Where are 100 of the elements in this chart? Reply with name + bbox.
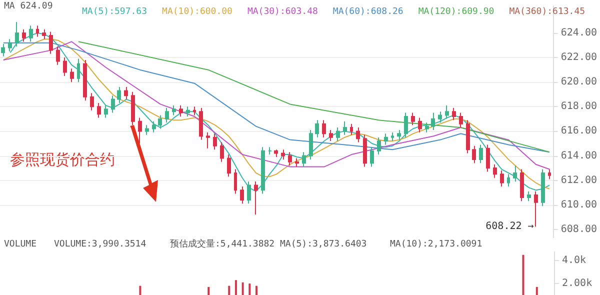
candlestick <box>520 168 524 202</box>
y-tick-label: 608.00 <box>560 224 597 235</box>
candlestick <box>83 60 87 102</box>
candlestick <box>90 92 94 111</box>
candlestick <box>63 57 67 76</box>
candlestick <box>438 111 442 124</box>
candlestick <box>418 117 422 133</box>
text: MA(5):3,873.6403 <box>280 240 367 250</box>
candlestick <box>152 120 156 133</box>
candlestick <box>268 146 272 156</box>
y-tick-label: 618.00 <box>560 101 597 112</box>
candlestick <box>234 168 237 194</box>
candlestick <box>138 117 142 144</box>
candlestick <box>117 86 121 104</box>
candlestick <box>1 44 5 57</box>
candlestick <box>384 133 388 146</box>
candlestick <box>377 136 381 156</box>
text: MA(60):608.26 <box>332 7 404 17</box>
candlestick <box>186 106 190 117</box>
y-tick-label: 614.00 <box>560 150 597 162</box>
legend-label: MA(360):613.45 <box>509 7 586 17</box>
candlestick <box>541 168 545 207</box>
y-tick-label: 622.00 <box>560 52 597 64</box>
candlestick <box>486 144 490 172</box>
y-tick-label: 616.00 <box>560 126 597 137</box>
y-tick-label: 610.00 <box>560 199 597 210</box>
y-tick-label: 612.00 <box>560 174 597 186</box>
candlestick <box>445 104 449 120</box>
text: VOLUME:3,990.3514 <box>54 240 146 250</box>
candlestick <box>452 107 456 121</box>
candlestick <box>534 190 538 228</box>
candlestick <box>15 21 19 48</box>
candlestick <box>459 112 463 128</box>
candlestick <box>247 181 251 204</box>
candlestick <box>493 164 497 178</box>
candlestick <box>397 129 401 140</box>
candlestick <box>145 124 149 136</box>
candlestick <box>281 149 285 160</box>
candlestick <box>315 120 319 138</box>
candlestick <box>472 145 476 164</box>
candlestick <box>363 134 367 168</box>
candlestick <box>322 120 326 138</box>
candlestick <box>309 129 313 160</box>
candlestick <box>356 127 360 143</box>
candlestick <box>77 58 80 83</box>
candlestick <box>199 107 203 140</box>
candlestick <box>479 144 483 164</box>
text: MA(10):2,173.0091 <box>390 240 482 250</box>
candlestick <box>42 28 46 40</box>
candlestick <box>350 123 353 136</box>
candlestick <box>70 68 74 83</box>
candlestick <box>411 112 415 126</box>
text: VOLUME <box>4 240 37 250</box>
candlestick <box>513 165 517 182</box>
candlestick <box>111 95 115 114</box>
candlestick <box>343 120 347 136</box>
y-tick-label: 2.00k <box>562 278 592 290</box>
text: MA(30):603.48 <box>247 7 318 17</box>
candlestick <box>179 104 183 117</box>
candlestick <box>336 127 340 142</box>
candlestick <box>8 38 12 52</box>
candlestick <box>254 181 258 216</box>
candlestick <box>425 122 429 133</box>
candlestick <box>507 174 510 187</box>
annotation: MA 624.09 <box>4 2 53 12</box>
candlestick <box>172 104 176 116</box>
y-tick-label: 624.00 <box>560 28 597 39</box>
candlestick <box>500 170 504 187</box>
candlestick <box>288 152 292 166</box>
candlestick <box>240 186 244 204</box>
candlestick <box>49 31 53 54</box>
candlestick <box>220 142 224 162</box>
candlestick <box>295 158 299 168</box>
candlestick <box>548 168 551 180</box>
candlestick <box>370 146 374 168</box>
candlestick <box>527 190 531 202</box>
candlestick <box>36 25 39 38</box>
candlestick <box>302 152 306 168</box>
text: 预估成交量:5,441.3882 <box>170 238 275 250</box>
candlestick <box>466 120 470 154</box>
candlestick <box>104 104 108 118</box>
candlestick <box>213 133 217 150</box>
candlestick <box>193 106 196 116</box>
candlestick <box>261 146 265 194</box>
candlestick <box>29 25 33 42</box>
candlestick <box>391 132 394 142</box>
text: MA(120):609.90 <box>418 7 494 17</box>
y-tick-label: 4.0k <box>562 255 586 266</box>
candlestick <box>165 107 169 124</box>
candlestick <box>97 102 101 118</box>
text: MA(5):597.63 <box>82 7 148 17</box>
candlestick <box>227 154 231 178</box>
candlestick <box>131 91 135 126</box>
candlestick <box>431 112 435 130</box>
text: MA(10):600.00 <box>162 7 232 17</box>
candlestick <box>329 129 333 142</box>
candlestick <box>158 114 162 130</box>
candlestick <box>22 28 26 42</box>
candlestick <box>274 149 278 158</box>
y-tick-label: 620.00 <box>560 76 597 88</box>
